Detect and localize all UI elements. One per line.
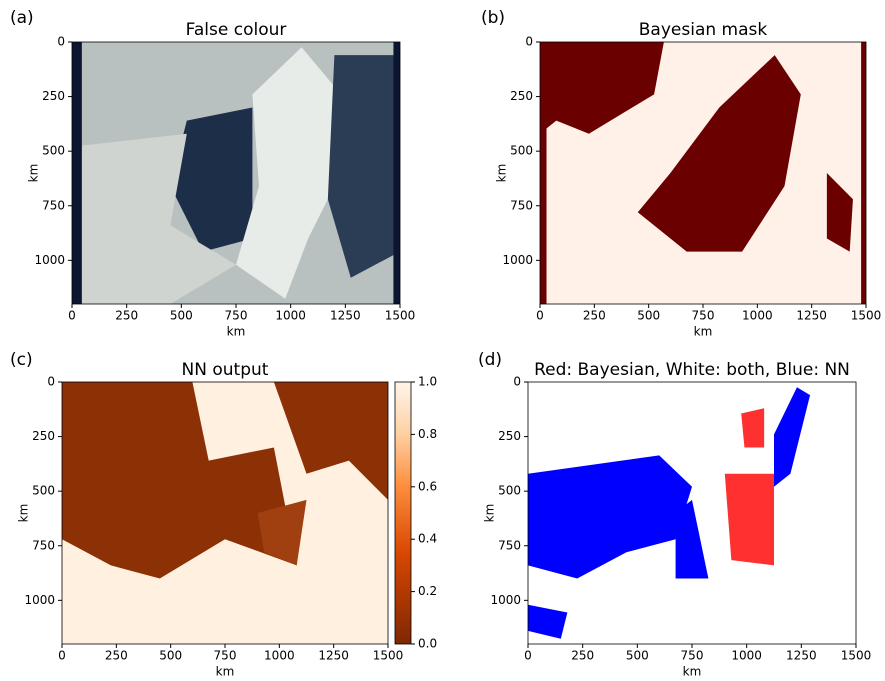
y-tick-label: 0: [513, 375, 521, 389]
x-tick-label: 500: [626, 649, 649, 663]
x-tick-label: 250: [115, 309, 138, 323]
y-tick-label: 250: [32, 429, 55, 443]
y-tick-label: 1000: [24, 593, 55, 607]
y-tick-label: 500: [498, 484, 521, 498]
panel-title: Red: Bayesian, White: both, Blue: NN: [534, 360, 850, 380]
x-tick-label: 1500: [385, 309, 416, 323]
y-tick-label: 1000: [490, 593, 521, 607]
image-region: [72, 133, 236, 304]
image-region: [540, 42, 547, 304]
image-region: [675, 499, 709, 579]
image-region: [72, 42, 82, 304]
x-tick-label: 1500: [841, 649, 872, 663]
colorbar-tick-label: 0.4: [418, 532, 437, 546]
x-tick-label: 1000: [264, 649, 295, 663]
y-tick-label: 0: [47, 375, 55, 389]
x-tick-label: 1250: [796, 309, 827, 323]
y-tick-label: 750: [498, 538, 521, 552]
x-axis-label: km: [683, 665, 702, 679]
x-tick-label: 750: [214, 649, 237, 663]
y-tick-label: 0: [57, 35, 65, 49]
x-tick-label: 1250: [330, 309, 361, 323]
x-tick-label: 0: [58, 649, 66, 663]
x-axis-label: km: [216, 665, 235, 679]
y-tick-label: 250: [42, 89, 65, 103]
panel-label: (a): [10, 8, 34, 28]
x-tick-label: 250: [105, 649, 128, 663]
colorbar-tick-label: 0.0: [418, 637, 437, 651]
x-tick-label: 1250: [318, 649, 349, 663]
x-tick-label: 0: [536, 309, 544, 323]
panel-label: (d): [478, 350, 502, 370]
colorbar-tick-label: 1.0: [418, 375, 437, 389]
image-region: [774, 387, 811, 487]
y-axis-label: km: [17, 504, 31, 523]
y-tick-label: 250: [498, 429, 521, 443]
y-axis-label: km: [27, 164, 41, 183]
image-region: [528, 604, 568, 639]
colorbar: [394, 381, 412, 645]
panel-title: NN output: [182, 360, 269, 380]
x-tick-label: 750: [681, 649, 704, 663]
image-region: [528, 455, 692, 579]
x-tick-label: 1000: [742, 309, 773, 323]
panel-label: (c): [10, 350, 33, 370]
panel-title: False colour: [186, 20, 287, 40]
image-region: [327, 55, 400, 278]
y-axis-label: km: [495, 164, 509, 183]
x-axis-label: km: [227, 325, 246, 339]
x-tick-label: 500: [637, 309, 660, 323]
image-region: [393, 42, 400, 304]
x-tick-label: 0: [68, 309, 76, 323]
image-region: [741, 408, 765, 448]
x-axis-label: km: [694, 325, 713, 339]
panel-title: Bayesian mask: [639, 20, 768, 40]
x-tick-label: 750: [692, 309, 715, 323]
image-region: [273, 382, 388, 500]
x-tick-label: 250: [583, 309, 606, 323]
image-region: [236, 47, 341, 299]
y-axis-label: km: [483, 504, 497, 523]
y-tick-label: 750: [42, 198, 65, 212]
y-tick-label: 750: [32, 538, 55, 552]
image-region: [62, 382, 297, 579]
y-tick-label: 500: [42, 144, 65, 158]
colorbar-tick-label: 0.6: [418, 479, 437, 493]
y-tick-label: 500: [510, 144, 533, 158]
y-tick-label: 1000: [34, 253, 65, 267]
x-tick-label: 1500: [373, 649, 404, 663]
x-tick-label: 250: [571, 649, 594, 663]
x-tick-label: 1000: [731, 649, 762, 663]
image-region: [170, 107, 253, 252]
y-tick-label: 250: [510, 89, 533, 103]
image-region: [861, 42, 866, 304]
x-tick-label: 0: [524, 649, 532, 663]
x-tick-label: 1250: [786, 649, 817, 663]
image-region: [724, 473, 774, 566]
image-region: [540, 42, 664, 134]
y-tick-label: 0: [525, 35, 533, 49]
x-tick-label: 750: [225, 309, 248, 323]
colorbar-tick-label: 0.8: [418, 427, 437, 441]
y-tick-label: 1000: [502, 253, 533, 267]
panel-label: (b): [481, 8, 505, 28]
x-tick-label: 500: [170, 309, 193, 323]
x-tick-label: 500: [159, 649, 182, 663]
x-tick-label: 1000: [275, 309, 306, 323]
colorbar-tick-label: 0.2: [418, 584, 437, 598]
image-region: [637, 55, 801, 252]
image-region: [826, 173, 853, 252]
y-tick-label: 750: [510, 198, 533, 212]
image-region: [257, 499, 307, 566]
y-tick-label: 500: [32, 484, 55, 498]
x-tick-label: 1500: [851, 309, 882, 323]
